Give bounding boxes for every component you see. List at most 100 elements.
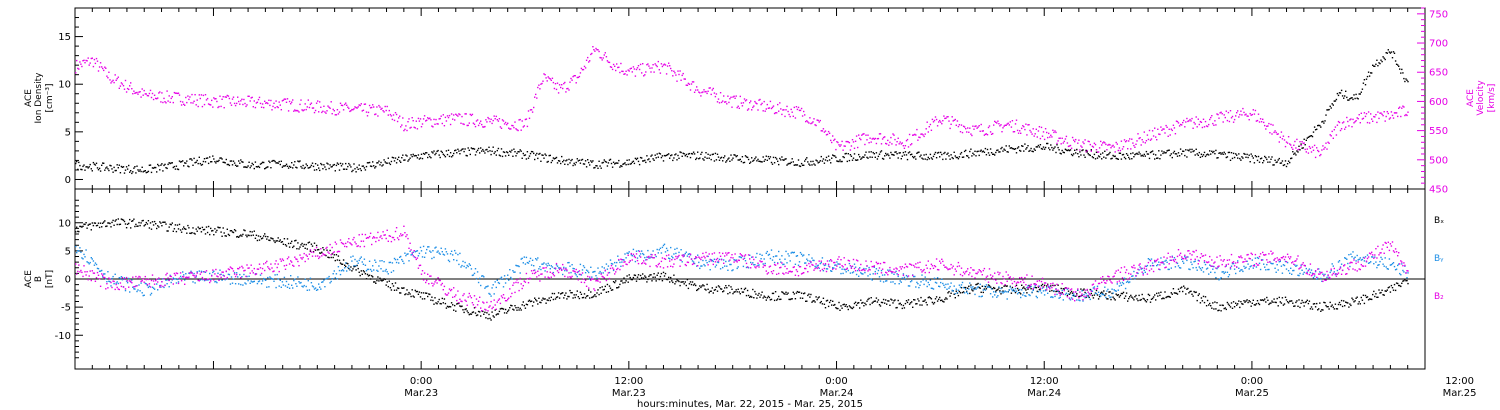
by-point [427,246,429,248]
density-point [282,165,285,167]
density-point [1220,153,1222,155]
bx-point [452,304,454,306]
by-point [346,270,348,272]
bx-point [369,278,372,280]
density-point [542,154,544,156]
by-point [271,278,273,280]
bx-point [1367,299,1370,301]
density-point [120,165,123,168]
by-point [781,255,783,257]
bx-point [677,280,679,282]
bx-point [1137,299,1139,302]
density-point [117,167,119,169]
bx-point [1022,287,1024,289]
velocity-point [622,70,624,73]
bx-point [1331,304,1333,306]
density-point [188,166,190,168]
velocity-point [913,134,915,136]
velocity-point [1386,111,1388,113]
by-point [1092,287,1095,289]
density-point [1203,151,1206,154]
by-point [661,246,664,249]
bx-point [216,229,218,232]
velocity-point [845,140,847,143]
bx-point [129,218,131,221]
by-point [700,265,702,267]
by-point [734,259,736,262]
by-point [660,252,663,254]
bx-point [1220,310,1222,312]
bx-point [573,294,575,296]
bx-point [1278,296,1280,299]
velocity-point [807,121,809,123]
by-point [750,261,752,264]
density-point [601,162,603,164]
velocity-point [438,118,440,120]
velocity-point [189,96,191,98]
density-point [946,153,948,155]
velocity-point [818,121,820,123]
density-point [1355,93,1357,96]
velocity-point [972,125,974,127]
density-point [1358,93,1360,95]
by-point [1142,272,1144,275]
bx-point [457,302,459,305]
density-point [945,158,947,160]
by-point [307,280,309,282]
density-point [989,148,992,150]
density-point [696,157,698,159]
density-point [963,150,966,153]
velocity-point [134,92,136,94]
bx-point [359,274,361,277]
density-point [549,154,551,157]
bx-point [499,308,502,310]
by-point [202,271,205,273]
velocity-point [1043,138,1046,141]
velocity-point [1004,124,1006,126]
density-point [147,170,150,173]
velocity-point [437,123,439,125]
by-point [1141,267,1143,270]
density-point [817,162,819,164]
density-point [479,152,481,154]
by-point [504,282,507,284]
by-point [1147,258,1150,260]
bx-point [735,289,737,291]
velocity-point [1144,142,1146,144]
density-point [514,151,516,153]
velocity-point [593,49,595,51]
by-point [622,259,624,261]
bx-point [907,299,910,301]
bx-point [514,305,516,307]
by-point [1129,281,1131,283]
bx-point [1365,296,1368,299]
velocity-point [628,70,630,72]
density-point [688,152,691,155]
velocity-point [1168,128,1170,130]
by-point [1127,280,1129,283]
bx-point [1060,287,1062,290]
velocity-point [546,80,548,82]
velocity-point [1214,120,1216,122]
by-point [821,257,824,259]
bx-point [169,223,171,225]
density-point [770,161,773,164]
bx-point [947,292,949,294]
velocity-point [519,118,521,121]
by-point [479,277,481,280]
by-point [398,262,400,264]
velocity-point [1130,148,1132,150]
velocity-point [475,120,478,122]
bx-point [873,300,875,302]
velocity-point [744,100,747,102]
density-point [634,157,637,160]
density-point [223,161,225,164]
velocity-point [826,133,829,136]
bx-point [1117,294,1119,296]
by-point [591,276,593,278]
by-point [806,258,808,260]
bx-point [1186,288,1188,290]
by-point [433,256,435,259]
density-point [622,163,624,165]
by-point [649,257,651,259]
